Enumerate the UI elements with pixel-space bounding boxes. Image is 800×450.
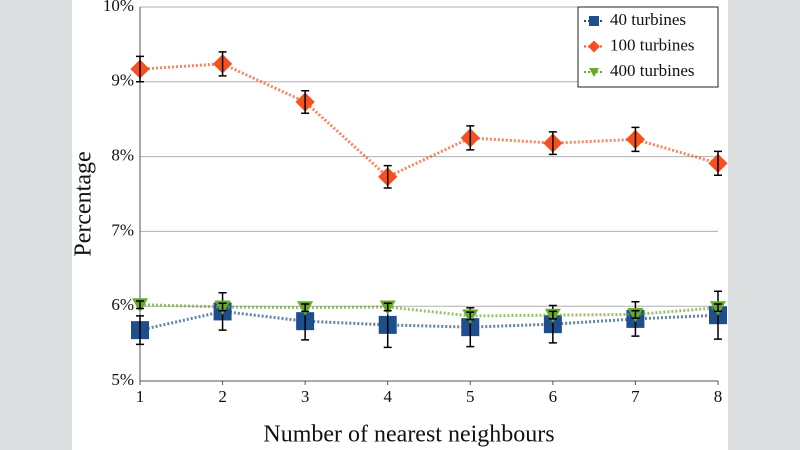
x-tick-label: 2 [218,387,227,406]
x-tick-label: 7 [631,387,640,406]
x-tick-label: 5 [466,387,475,406]
legend-marker [589,68,599,77]
error-bar [301,303,310,313]
error-bar [136,55,144,83]
x-tick-label: 8 [714,387,723,406]
x-tick-label: 3 [301,387,310,406]
y-tick-label: 7% [111,220,134,239]
error-bar [218,51,227,77]
y-tick-label: 9% [111,71,134,90]
error-bar [466,311,475,321]
error-bar [383,302,392,312]
legend-marker [589,16,599,26]
series-line [139,303,719,318]
y-tick-label: 8% [111,146,134,165]
error-bar [631,126,640,153]
error-bar [548,310,557,320]
y-axis-title: Percentage [71,151,97,256]
legend-marker [588,40,600,53]
legend-label: 400 turbines [610,61,695,80]
error-bar [714,303,722,313]
error-bar [301,90,310,114]
error-bar [218,302,227,312]
x-tick-label: 4 [383,387,392,406]
error-bar [548,131,557,156]
legend-label: 40 turbines [610,10,686,29]
series-line [139,62,719,179]
series-line [139,309,719,332]
x-axis-title: Number of nearest neighbours [263,422,554,448]
y-tick-label: 5% [111,370,134,389]
error-bar [631,309,640,319]
error-bar [383,164,392,189]
error-bar [714,150,722,177]
error-bar [466,125,475,151]
y-tick-label: 10% [103,0,134,15]
y-tick-label: 6% [111,295,134,314]
error-bar [136,315,144,346]
legend-label: 100 turbines [610,35,695,54]
x-tick-label: 1 [136,387,145,406]
x-tick-label: 6 [549,387,558,406]
error-bar [136,300,144,310]
